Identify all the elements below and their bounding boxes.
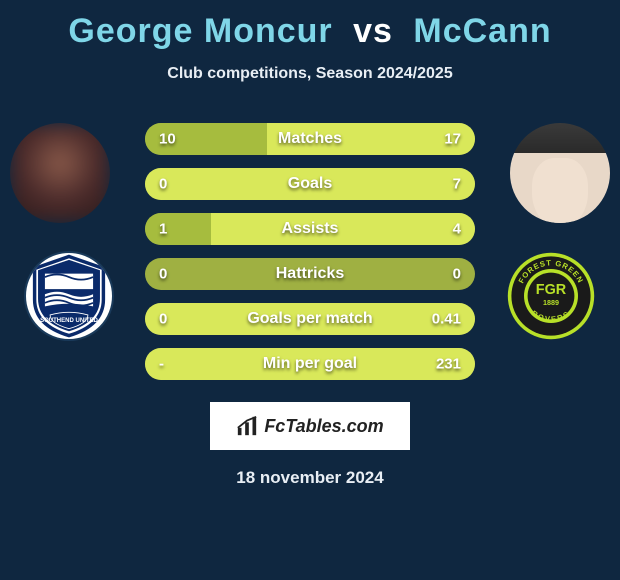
stat-value-right: 0 <box>453 266 461 283</box>
stat-row: 0 Hattricks 0 <box>145 258 475 290</box>
svg-text:1889: 1889 <box>543 298 559 307</box>
comparison-content: SOUTHEND UNITED FGR 1889 FOREST GREEN RO… <box>0 123 620 488</box>
svg-text:SOUTHEND UNITED: SOUTHEND UNITED <box>40 318 98 324</box>
fctables-watermark: FcTables.com <box>210 402 410 450</box>
fgr-badge-icon: FGR 1889 FOREST GREEN ROVERS <box>506 251 596 341</box>
stat-value-right: 17 <box>444 131 461 148</box>
player2-club-badge: FGR 1889 FOREST GREEN ROVERS <box>506 251 596 341</box>
stat-label: Goals per match <box>247 310 372 328</box>
stat-label: Hattricks <box>276 265 344 283</box>
fctables-logo-icon <box>236 415 258 437</box>
stat-label: Goals <box>288 175 332 193</box>
vs-text: vs <box>353 12 393 50</box>
stat-value-left: 1 <box>159 221 167 238</box>
page-title: George Moncur vs McCann <box>0 0 620 51</box>
player1-avatar <box>10 123 110 223</box>
stats-bars: 10 Matches 17 0 Goals 7 1 Assists 4 0 Hattricks 0 0 G… <box>145 123 475 380</box>
stat-row: 0 Goals per match 0.41 <box>145 303 475 335</box>
stat-row: 0 Goals 7 <box>145 168 475 200</box>
stat-row: 10 Matches 17 <box>145 123 475 155</box>
player2-name: McCann <box>413 12 551 50</box>
stat-bar-right <box>211 213 475 245</box>
stat-value-right: 231 <box>436 356 461 373</box>
stat-row: - Min per goal 231 <box>145 348 475 380</box>
player2-avatar <box>510 123 610 223</box>
stat-row: 1 Assists 4 <box>145 213 475 245</box>
svg-text:FGR: FGR <box>536 282 567 298</box>
player2-photo <box>510 123 610 223</box>
stat-value-right: 4 <box>453 221 461 238</box>
date-text: 18 november 2024 <box>0 468 620 488</box>
stat-value-left: 0 <box>159 311 167 328</box>
player1-photo <box>10 123 110 223</box>
stat-value-right: 0.41 <box>432 311 461 328</box>
fctables-label: FcTables.com <box>264 416 383 437</box>
southend-badge-icon: SOUTHEND UNITED <box>26 253 112 339</box>
stat-bar-left <box>145 213 211 245</box>
stat-label: Assists <box>282 220 339 238</box>
stat-label: Matches <box>278 130 342 148</box>
subtitle: Club competitions, Season 2024/2025 <box>0 65 620 83</box>
player1-name: George Moncur <box>68 12 332 50</box>
stat-value-left: 0 <box>159 176 167 193</box>
stat-label: Min per goal <box>263 355 357 373</box>
player1-club-badge: SOUTHEND UNITED <box>24 251 114 341</box>
stat-value-left: - <box>159 356 164 373</box>
stat-value-left: 0 <box>159 266 167 283</box>
stat-value-right: 7 <box>453 176 461 193</box>
stat-value-left: 10 <box>159 131 176 148</box>
